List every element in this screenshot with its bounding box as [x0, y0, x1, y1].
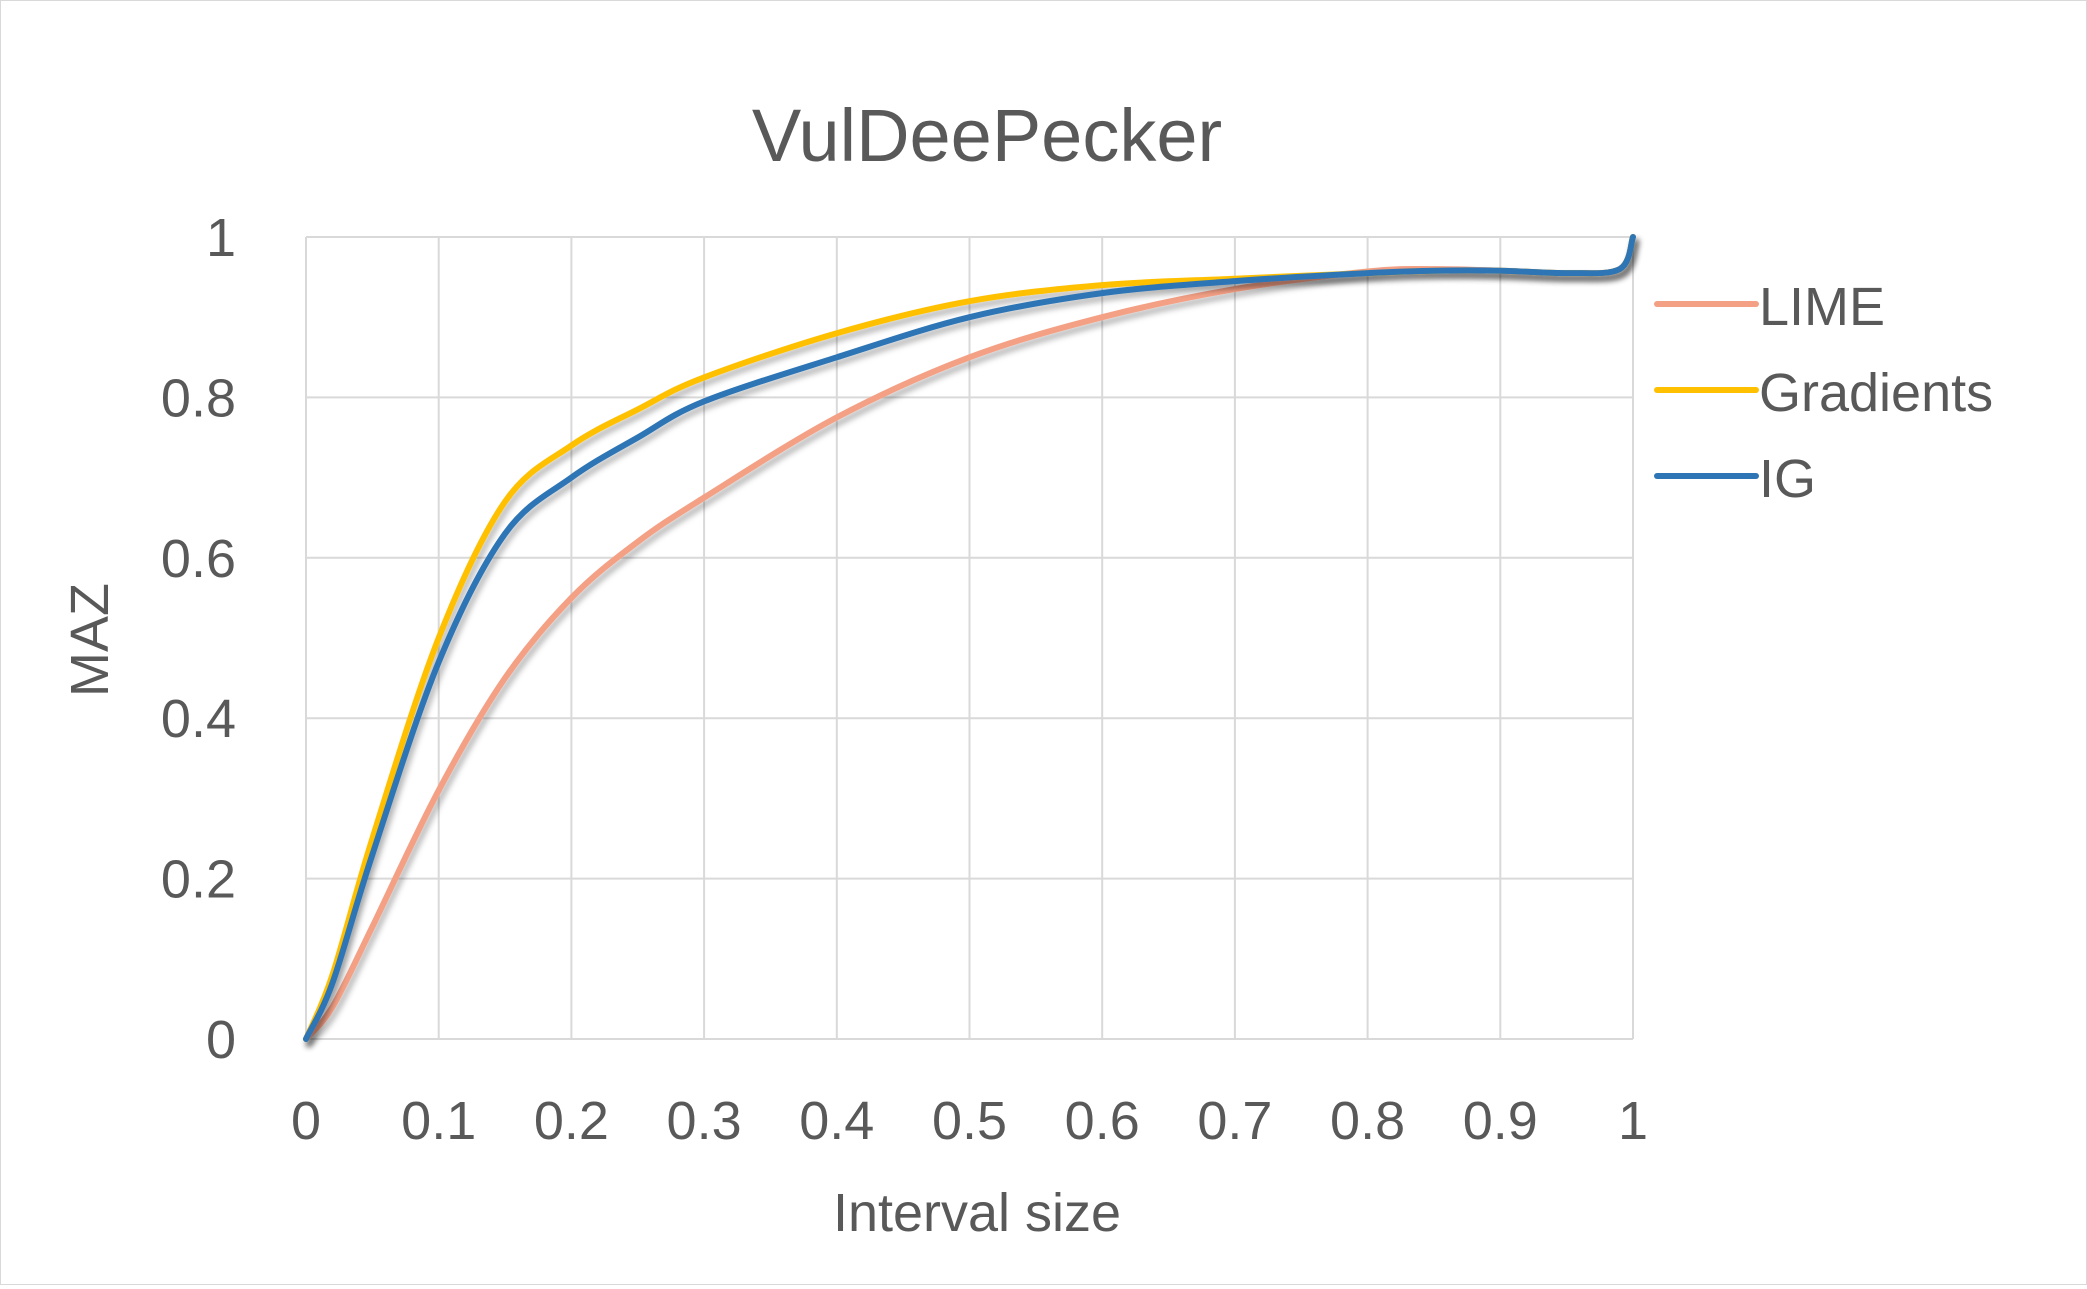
series-line-ig	[303, 234, 1636, 1042]
tick-labels: 0 0.1 0.2 0.3 0.4 0.5 0.6 0.7 0.8 0.9 1 0 0.2 0.4 0.6 0…	[161, 208, 1648, 1151]
x-axis-label: Interval size	[833, 1183, 1121, 1243]
y-tick-label: 0.2	[161, 850, 236, 910]
x-tick-label: 0.4	[799, 1091, 874, 1151]
legend-label-gradients: Gradients	[1759, 363, 1993, 423]
y-tick-label: 0.4	[161, 689, 236, 749]
x-tick-label: 0.5	[932, 1091, 1007, 1151]
x-tick-label: 0.1	[401, 1091, 476, 1151]
x-tick-label: 0.8	[1330, 1091, 1405, 1151]
grid	[305, 236, 1634, 1040]
y-axis-label: MAZ	[60, 583, 120, 697]
x-tick-label: 0.6	[1065, 1091, 1140, 1151]
legend-label-ig: IG	[1759, 449, 1816, 509]
chart-title: VulDeePecker	[752, 94, 1222, 177]
legend-label-lime: LIME	[1759, 277, 1885, 337]
y-tick-label: 0	[206, 1010, 236, 1070]
legend: LIME Gradients IG	[1654, 277, 1993, 509]
x-tick-label: 0.7	[1197, 1091, 1272, 1151]
x-tick-label: 0.2	[534, 1091, 609, 1151]
x-tick-label: 0.3	[667, 1091, 742, 1151]
series-group	[303, 234, 1636, 1042]
y-tick-label: 1	[206, 208, 236, 268]
y-tick-label: 0.6	[161, 529, 236, 589]
x-tick-label: 1	[1618, 1091, 1648, 1151]
x-tick-label: 0.9	[1463, 1091, 1538, 1151]
x-tick-label: 0	[291, 1091, 321, 1151]
y-tick-label: 0.8	[161, 368, 236, 428]
